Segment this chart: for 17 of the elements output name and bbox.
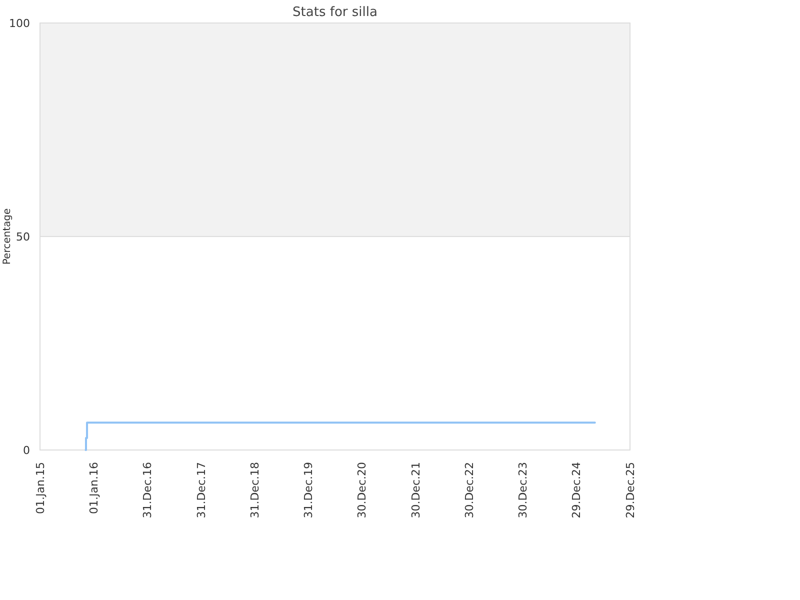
x-tick-label: 30.Dec.20 [356,462,369,518]
x-tick-label: 31.Dec.16 [141,462,154,518]
x-tick-label: 31.Dec.19 [302,462,316,518]
x-tick-label: 01.Jan.16 [87,462,100,514]
y-tick-label: 0 [23,444,30,457]
y-tick-label: 50 [16,230,30,244]
x-tick-label: 30.Dec.21 [409,462,422,518]
y-tick-label: 100 [9,16,30,30]
x-tick-label: 30.Dec.23 [516,462,530,518]
x-tick-label: 30.Dec.22 [462,462,476,518]
x-tick-label: 31.Dec.18 [248,462,262,518]
x-tick-label: 29.Dec.25 [624,462,637,518]
chart-title: Stats for silla [292,5,378,20]
x-tick-label: 31.Dec.17 [194,462,208,518]
x-tick-label: 29.Dec.24 [570,462,584,518]
y-axis-title: Percentage [2,208,13,265]
x-tick-label: 01.Jan.15 [34,462,47,514]
